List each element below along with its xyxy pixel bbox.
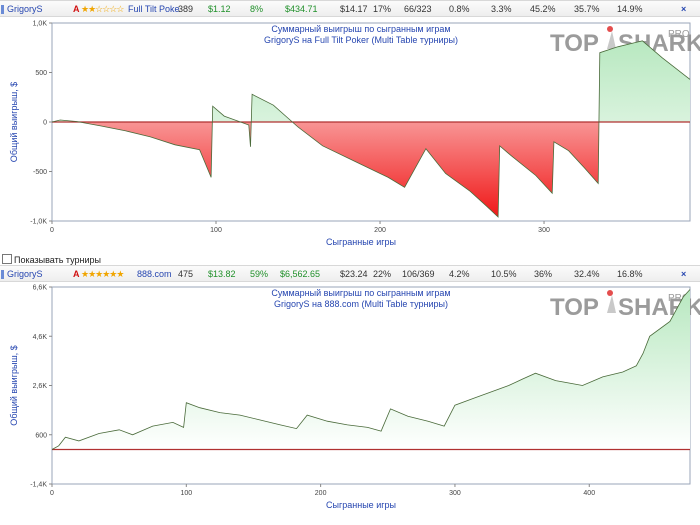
rank-letter: A xyxy=(73,4,80,14)
show-tournaments-checkbox[interactable] xyxy=(2,254,12,264)
x-tick-label: 200 xyxy=(374,227,386,234)
player-name[interactable]: GrigoryS xyxy=(7,269,43,279)
x-axis-label: Сыгранные игры xyxy=(326,500,396,510)
user-icon xyxy=(1,5,4,14)
x-tick-label: 200 xyxy=(315,490,327,497)
rating-stars: ★★☆☆☆☆ xyxy=(81,4,124,14)
y-tick-label: 500 xyxy=(35,70,47,77)
show-tournaments[interactable]: Показывать турниры xyxy=(2,254,101,266)
games-count: 475 xyxy=(178,269,194,279)
place-4-pct: 35.7% xyxy=(574,4,600,14)
chart-888: TOP SHARK PRO -1,4K 600 2,6K 4,6K 6,6K 0 100 200 30… xyxy=(0,282,700,525)
itm: 17% xyxy=(373,4,392,14)
chart-subtitle: GrigoryS на 888.com (Multi Table турниры… xyxy=(274,299,448,309)
site-name[interactable]: Full Tilt Poke xyxy=(128,4,180,14)
places: 66/323 xyxy=(404,4,432,14)
place-3-pct: 36% xyxy=(534,269,553,279)
chart-title: Суммарный выигрыш по сыгранным играм xyxy=(271,24,450,34)
avg-buyin: $14.17 xyxy=(340,4,368,14)
roi: 59% xyxy=(250,269,269,279)
logo-text-pro: PRO xyxy=(668,293,690,304)
y-tick-label: -1,4K xyxy=(30,482,47,489)
y-tick-label: 1,0K xyxy=(33,21,48,28)
x-tick-label: 400 xyxy=(583,490,595,497)
place-3-pct: 45.2% xyxy=(530,4,556,14)
player-row-888: GrigoryS A ★★★★★★ 888.com 475 $13.82 59%… xyxy=(0,265,700,282)
logo-text-top: TOP xyxy=(550,294,599,321)
places: 106/369 xyxy=(402,269,435,279)
y-tick-label: 4,6K xyxy=(33,334,48,341)
y-tick-label: 2,6K xyxy=(33,383,48,390)
roi: 8% xyxy=(250,4,264,14)
positive-area xyxy=(52,289,690,450)
logo-text-top: TOP xyxy=(550,30,599,57)
y-tick-label: 600 xyxy=(35,432,47,439)
total-profit: $434.71 xyxy=(285,4,318,14)
avg-profit: $13.82 xyxy=(208,269,236,279)
x-tick-label: 100 xyxy=(210,227,222,234)
shark-fin-icon xyxy=(607,295,616,313)
x-tick-label: 300 xyxy=(449,490,461,497)
logo-dot-icon xyxy=(607,290,613,296)
rank-letter: A xyxy=(73,269,80,279)
x-tick-label: 300 xyxy=(538,227,550,234)
y-tick-label: -500 xyxy=(33,169,47,176)
series-line xyxy=(51,289,691,450)
series-line xyxy=(51,40,691,218)
place-2-pct: 3.3% xyxy=(491,4,512,14)
games-count: 389 xyxy=(178,4,194,14)
chart-subtitle: GrigoryS на Full Tilt Poker (Multi Table… xyxy=(264,35,458,45)
close-icon[interactable]: × xyxy=(681,269,687,279)
place-1-pct: 0.8% xyxy=(449,4,470,14)
y-tick-label: 6,6K xyxy=(33,285,48,292)
positive-area xyxy=(52,40,690,122)
user-icon xyxy=(1,270,4,279)
place-2-pct: 10.5% xyxy=(491,269,517,279)
chart-title: Суммарный выигрыш по сыгранным играм xyxy=(271,288,450,298)
logo-text-pro: PRO xyxy=(668,29,690,40)
chart-fulltilt: TOP SHARK PRO -1,0K -500 0 500 1,0K 0 100 200 300 Су… xyxy=(0,17,700,252)
place-4-pct: 32.4% xyxy=(574,269,600,279)
y-axis-label: Общий выигрыш, $ xyxy=(9,82,19,162)
player-row-fulltilt: GrigoryS A ★★☆☆☆☆ Full Tilt Poke 389 $1.… xyxy=(0,0,700,17)
player-name[interactable]: GrigoryS xyxy=(7,4,43,14)
total-profit: $6,562.65 xyxy=(280,269,321,279)
y-axis-label: Общий выигрыш, $ xyxy=(9,345,19,425)
avg-buyin: $23.24 xyxy=(340,269,368,279)
site-name[interactable]: 888.com xyxy=(137,269,172,279)
y-tick-label: -1,0K xyxy=(30,219,47,226)
place-5-pct: 14.9% xyxy=(617,4,643,14)
place-5-pct: 16.8% xyxy=(617,269,643,279)
x-tick-label: 0 xyxy=(50,490,54,497)
logo-dot-icon xyxy=(607,26,613,32)
shark-fin-icon xyxy=(607,31,616,49)
show-tournaments-label: Показывать турниры xyxy=(14,255,102,265)
x-tick-label: 0 xyxy=(50,227,54,234)
x-tick-label: 100 xyxy=(180,490,192,497)
x-axis-label: Сыгранные игры xyxy=(326,237,396,247)
avg-profit: $1.12 xyxy=(208,4,231,14)
close-icon[interactable]: × xyxy=(681,4,687,14)
y-tick-label: 0 xyxy=(43,120,47,127)
place-1-pct: 4.2% xyxy=(449,269,470,279)
itm: 22% xyxy=(373,269,392,279)
rating-stars: ★★★★★★ xyxy=(81,269,124,279)
